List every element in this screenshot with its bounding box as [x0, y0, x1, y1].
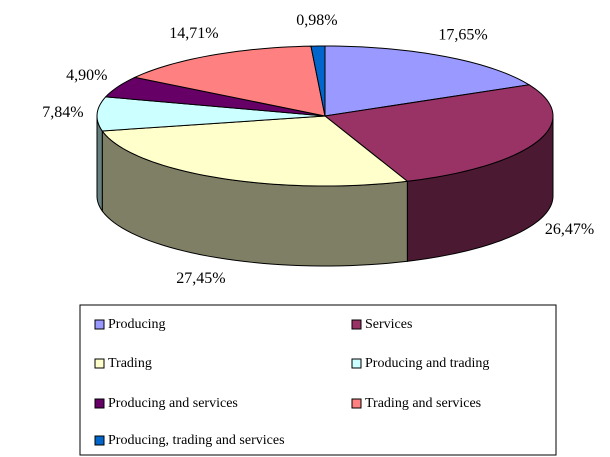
data-label: 7,84%	[42, 104, 83, 121]
legend-swatch	[94, 358, 105, 369]
legend-label: Trading	[108, 356, 152, 371]
legend-swatch	[94, 319, 105, 330]
data-label: 14,71%	[169, 25, 218, 42]
data-label: 17,65%	[438, 26, 487, 43]
legend-label: Producing and services	[108, 396, 238, 411]
legend-label: Services	[365, 317, 412, 332]
legend-label: Producing, trading and services	[108, 433, 285, 448]
data-label: 26,47%	[545, 221, 594, 238]
slice	[323, 84, 554, 182]
legend-label: Producing and trading	[365, 356, 489, 371]
legend-swatch	[351, 358, 362, 369]
slice	[96, 96, 326, 132]
legend-swatch	[351, 319, 362, 330]
slice	[104, 76, 326, 117]
data-label: 4,90%	[66, 67, 107, 84]
data-label: 0,98%	[296, 12, 337, 29]
legend-label: Producing	[108, 317, 166, 332]
slice	[101, 115, 409, 187]
legend-swatch	[351, 398, 362, 409]
legend-box	[79, 304, 557, 456]
slice	[310, 45, 326, 117]
slice	[133, 45, 326, 117]
legend-swatch	[94, 435, 105, 446]
legend-swatch	[94, 398, 105, 409]
legend-label: Trading and services	[365, 396, 481, 411]
slice	[324, 45, 531, 117]
data-label: 27,45%	[176, 270, 225, 287]
